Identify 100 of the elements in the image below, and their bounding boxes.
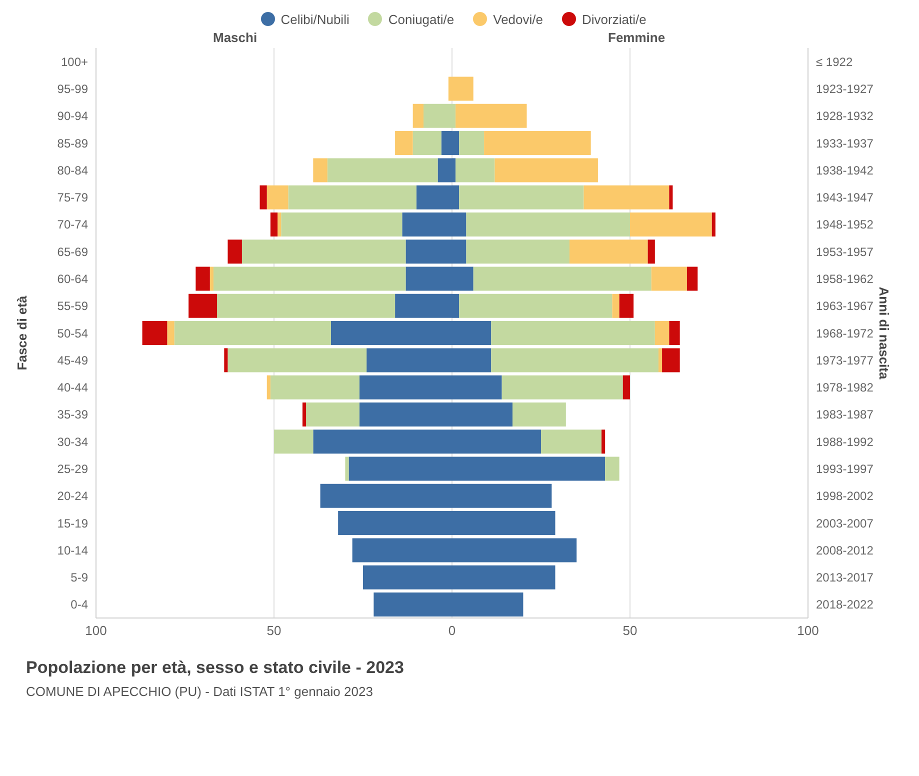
y-tick-label: 90-94 (57, 109, 88, 124)
bar (669, 185, 673, 210)
y2-tick-label: 2003-2007 (816, 516, 874, 530)
bar (541, 430, 602, 454)
bar (167, 321, 174, 346)
y-tick-label: 60-64 (57, 272, 88, 286)
bar (602, 430, 606, 454)
bar (484, 131, 591, 156)
bar (612, 294, 620, 318)
bar (491, 321, 655, 346)
bar (228, 240, 242, 264)
y-tick-label: 20-24 (57, 489, 88, 504)
y2-tick-label: 1948-1952 (816, 218, 874, 232)
bar (494, 158, 598, 182)
bar (502, 375, 623, 400)
bar (456, 158, 495, 182)
y-tick-label: 80-84 (57, 163, 88, 178)
bar (648, 240, 655, 264)
y-tick-label: 95-99 (57, 82, 88, 96)
y-axis-title: Fasce di età (14, 295, 30, 370)
bar (662, 348, 680, 372)
x-tick-label: 50 (266, 623, 282, 638)
y2-axis-title: Anni di nascita (876, 286, 892, 380)
y-tick-label: 70-74 (57, 218, 88, 232)
y2-tick-label: 1988-1992 (816, 434, 874, 449)
bar (654, 321, 670, 346)
bar (288, 185, 416, 210)
y-tick-label: 25-29 (57, 462, 88, 476)
bar (210, 266, 214, 291)
x-tick-label: 100 (85, 623, 107, 638)
y2-tick-label: 1958-1962 (816, 272, 874, 286)
bar (466, 212, 630, 236)
y-tick-label: 75-79 (57, 190, 88, 205)
legend-label: Coniugati/e (387, 11, 454, 27)
bar (270, 212, 278, 236)
bar (619, 294, 634, 318)
bar (188, 294, 218, 318)
y2-tick-label: 1933-1937 (816, 136, 874, 150)
y2-tick-label: 1998-2002 (816, 489, 874, 504)
bar (459, 185, 584, 210)
bar (686, 266, 698, 291)
bar (313, 158, 328, 182)
y2-tick-label: 1973-1977 (816, 353, 874, 368)
y-tick-label: 0-4 (70, 598, 88, 612)
bar (512, 402, 566, 426)
y2-tick-label: 2008-2012 (816, 543, 874, 558)
y2-tick-label: 1963-1967 (816, 299, 874, 314)
y2-tick-label: 1993-1997 (816, 462, 874, 476)
bar (228, 348, 367, 372)
bar (327, 158, 438, 182)
bar (142, 321, 168, 346)
bar (459, 294, 612, 318)
legend-label: Celibi/Nubili (280, 11, 350, 27)
y-tick-label: 30-34 (57, 434, 88, 449)
bar (622, 375, 630, 400)
y2-tick-label: 1938-1942 (816, 163, 874, 178)
y-tick-label: 65-69 (57, 244, 88, 259)
bar (459, 131, 484, 156)
text: Popolazione per età, sesso e stato civile - 2023 (26, 658, 405, 678)
bar (266, 185, 288, 210)
y2-tick-label: 1978-1982 (816, 380, 874, 395)
y2-tick-label: 1953-1957 (816, 244, 874, 259)
bar (452, 76, 474, 101)
y2-tick-label: 1983-1987 (816, 408, 874, 422)
y-tick-label: 5-9 (70, 570, 88, 585)
x-tick-label: 0 (448, 623, 456, 638)
bar (669, 321, 680, 346)
bar (345, 456, 349, 481)
y2-tick-label: ≤ 1922 (816, 54, 853, 69)
y2-tick-label: 2013-2017 (816, 570, 874, 585)
bar (302, 402, 306, 426)
bar (630, 212, 712, 236)
bar (224, 348, 228, 372)
y-tick-label: 35-39 (57, 408, 88, 422)
y-tick-label: 10-14 (57, 543, 88, 558)
bar (196, 266, 210, 291)
y2-tick-label: 1943-1947 (816, 190, 874, 205)
bar (278, 212, 282, 236)
legend-label: Divorziati/e (581, 11, 646, 27)
bar (651, 266, 687, 291)
bar (306, 402, 360, 426)
text: Maschi (213, 30, 258, 45)
bar (466, 240, 570, 264)
bar (270, 375, 360, 400)
text: COMUNE DI APECCHIO (PU) - Dati ISTAT 1° gennaio 2023 (26, 684, 374, 699)
y-tick-label: 15-19 (57, 516, 88, 530)
bar (174, 321, 331, 346)
y-tick-label: 40-44 (57, 380, 88, 395)
bar (217, 294, 396, 318)
y-tick-label: 85-89 (57, 136, 88, 150)
bar (412, 131, 442, 156)
bar (569, 240, 648, 264)
bar (456, 104, 527, 128)
bar (473, 266, 652, 291)
x-tick-label: 50 (622, 623, 638, 638)
y2-tick-label: 1968-1972 (816, 326, 874, 340)
bar (395, 131, 413, 156)
y-tick-label: 100+ (60, 54, 88, 69)
text: Femmine (608, 30, 666, 45)
x-tick-label: 100 (797, 623, 819, 638)
